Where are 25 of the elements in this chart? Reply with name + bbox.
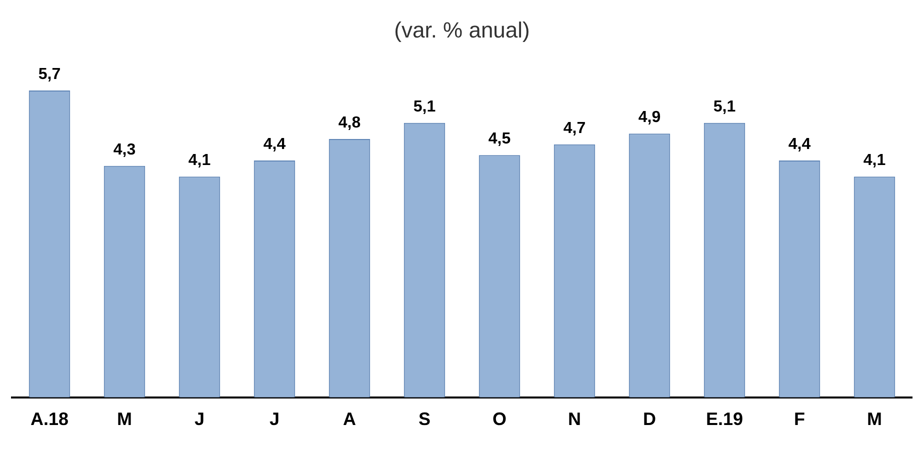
data-label: 4,1: [863, 152, 886, 170]
x-tick-label: D: [643, 409, 656, 430]
data-label: 4,9: [638, 109, 661, 126]
data-label: 4,4: [788, 136, 811, 153]
data-label: 4,8: [338, 114, 361, 132]
x-tick-label: O: [492, 409, 507, 430]
data-label: 4,5: [488, 130, 511, 148]
chart-title: (var. % anual): [394, 17, 530, 42]
data-label: 4,3: [113, 141, 136, 158]
x-tick-label: J: [269, 409, 280, 430]
x-tick-label: N: [568, 409, 581, 430]
x-tick-label: M: [117, 409, 132, 430]
data-label: 4,4: [263, 136, 286, 153]
data-label: 5,7: [38, 66, 61, 83]
x-tick-label: M: [867, 409, 882, 430]
data-label: 4,1: [188, 152, 211, 170]
data-label: 5,1: [413, 98, 436, 116]
x-tick-label: F: [794, 409, 805, 430]
x-tick-label: S: [418, 409, 431, 430]
x-tick-label: J: [194, 409, 205, 430]
x-tick-label: A: [343, 409, 356, 430]
data-label: 4,7: [563, 120, 586, 137]
x-tick-label: E.19: [706, 409, 744, 430]
data-label: 5,1: [713, 98, 736, 116]
x-tick-label: A.18: [30, 409, 69, 430]
